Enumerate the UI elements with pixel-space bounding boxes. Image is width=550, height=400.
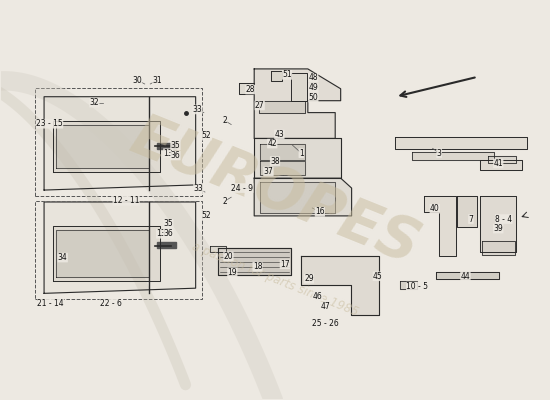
Text: 33: 33 <box>194 184 204 193</box>
Polygon shape <box>301 256 379 315</box>
Polygon shape <box>157 143 177 149</box>
Polygon shape <box>395 137 527 149</box>
Text: 27: 27 <box>255 101 265 110</box>
Text: 22 - 6: 22 - 6 <box>100 299 122 308</box>
Polygon shape <box>56 230 149 278</box>
Polygon shape <box>258 101 305 113</box>
Polygon shape <box>260 182 335 213</box>
Text: 31: 31 <box>152 76 162 84</box>
Polygon shape <box>53 226 160 282</box>
Polygon shape <box>292 73 307 101</box>
Text: 46: 46 <box>313 292 322 301</box>
Polygon shape <box>437 272 499 280</box>
Text: 12 - 11: 12 - 11 <box>113 196 139 205</box>
Text: 47: 47 <box>321 302 330 311</box>
Text: 2: 2 <box>222 197 227 206</box>
Text: 36: 36 <box>163 229 173 238</box>
Text: 43: 43 <box>274 130 284 139</box>
Text: 42: 42 <box>267 139 277 148</box>
Text: 35: 35 <box>170 141 180 150</box>
Text: 36: 36 <box>170 151 180 160</box>
Bar <box>35 88 202 196</box>
Text: 24 - 9: 24 - 9 <box>231 184 253 192</box>
Text: 45: 45 <box>373 272 383 281</box>
Text: 49: 49 <box>309 84 318 92</box>
Polygon shape <box>211 246 226 252</box>
Polygon shape <box>260 144 305 160</box>
Polygon shape <box>56 124 149 168</box>
Text: 33: 33 <box>192 105 202 114</box>
Text: 34: 34 <box>58 253 68 262</box>
Polygon shape <box>271 71 282 81</box>
Text: 20: 20 <box>224 252 233 261</box>
Polygon shape <box>157 242 177 248</box>
Text: 23 - 15: 23 - 15 <box>36 119 63 128</box>
Polygon shape <box>254 138 340 178</box>
Text: 17: 17 <box>280 260 290 269</box>
Text: 10 - 5: 10 - 5 <box>406 282 428 291</box>
Text: 41: 41 <box>493 159 503 168</box>
Text: 28: 28 <box>246 85 255 94</box>
Polygon shape <box>488 156 516 164</box>
Text: 19: 19 <box>228 268 237 277</box>
Text: 29: 29 <box>304 274 314 283</box>
Text: 39: 39 <box>493 224 503 233</box>
Text: 51: 51 <box>282 70 292 79</box>
Text: 37: 37 <box>263 167 273 176</box>
Polygon shape <box>456 196 477 227</box>
Text: 13: 13 <box>156 229 166 238</box>
Polygon shape <box>480 196 516 252</box>
Text: a passion for parts since 1985: a passion for parts since 1985 <box>190 240 360 319</box>
Polygon shape <box>260 161 305 175</box>
Bar <box>35 201 202 299</box>
Text: 52: 52 <box>202 210 211 220</box>
Polygon shape <box>254 69 340 138</box>
Polygon shape <box>480 160 522 170</box>
Text: 16: 16 <box>315 208 324 216</box>
Text: 7: 7 <box>469 214 474 224</box>
Polygon shape <box>254 178 351 216</box>
Text: EUROPES: EUROPES <box>122 108 428 276</box>
Text: 1: 1 <box>299 149 304 158</box>
Polygon shape <box>400 282 417 289</box>
Text: 30: 30 <box>132 76 142 84</box>
Polygon shape <box>412 152 494 160</box>
Text: 40: 40 <box>430 204 439 213</box>
Polygon shape <box>218 248 292 276</box>
Text: 8 - 4: 8 - 4 <box>495 214 512 224</box>
Text: 25 - 26: 25 - 26 <box>312 319 339 328</box>
Polygon shape <box>424 196 455 256</box>
Polygon shape <box>239 83 254 94</box>
Text: 35: 35 <box>163 219 173 228</box>
Text: 2: 2 <box>222 116 227 125</box>
Text: 18: 18 <box>253 262 262 271</box>
Text: 13: 13 <box>163 149 173 158</box>
Polygon shape <box>44 97 196 190</box>
Text: 52: 52 <box>202 131 211 140</box>
Text: 21 - 14: 21 - 14 <box>37 299 64 308</box>
Text: 50: 50 <box>309 93 318 102</box>
Text: 32: 32 <box>90 98 99 107</box>
Polygon shape <box>53 120 160 172</box>
Text: 44: 44 <box>460 272 470 281</box>
Text: 3: 3 <box>437 149 442 158</box>
Text: 38: 38 <box>270 156 280 166</box>
Text: 48: 48 <box>309 73 318 82</box>
Polygon shape <box>482 240 515 255</box>
Polygon shape <box>44 202 196 293</box>
